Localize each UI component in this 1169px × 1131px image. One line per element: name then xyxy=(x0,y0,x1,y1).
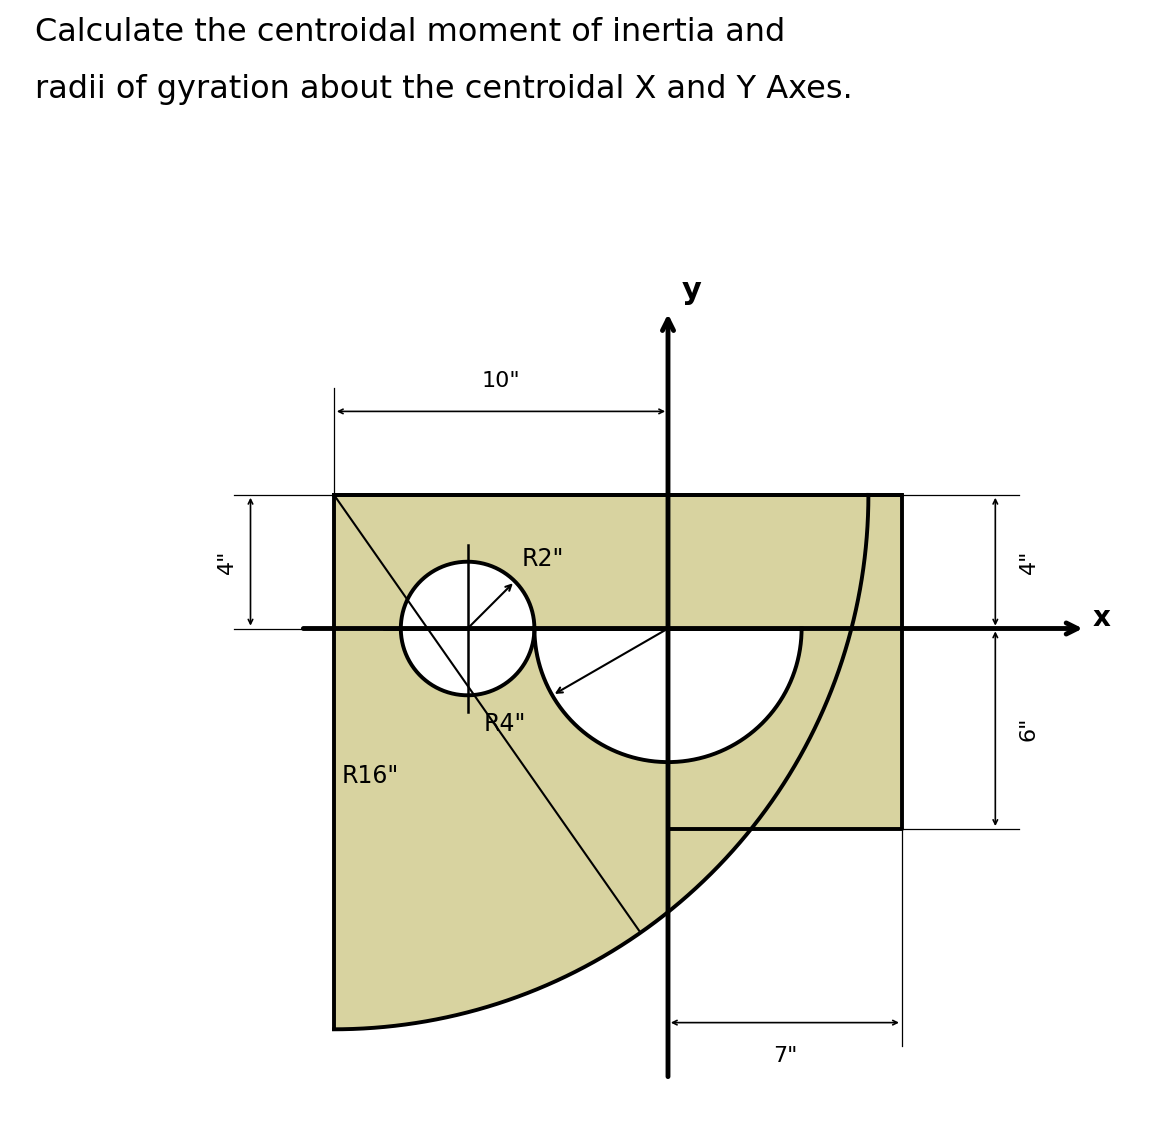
Text: 4": 4" xyxy=(217,550,237,573)
Text: R2": R2" xyxy=(521,547,563,571)
Text: Calculate the centroidal moment of inertia and: Calculate the centroidal moment of inert… xyxy=(35,17,786,48)
Text: 7": 7" xyxy=(773,1046,797,1067)
Text: 10": 10" xyxy=(482,371,520,391)
Text: R16": R16" xyxy=(341,763,399,788)
Polygon shape xyxy=(401,562,534,696)
Polygon shape xyxy=(667,495,901,829)
Text: y: y xyxy=(682,276,701,304)
Text: R4": R4" xyxy=(483,713,526,736)
Polygon shape xyxy=(534,629,802,762)
Text: 6": 6" xyxy=(1018,717,1039,741)
Polygon shape xyxy=(334,495,869,1029)
Text: x: x xyxy=(1092,604,1111,632)
Text: 4": 4" xyxy=(1018,550,1039,573)
Text: radii of gyration about the centroidal X and Y Axes.: radii of gyration about the centroidal X… xyxy=(35,74,853,104)
